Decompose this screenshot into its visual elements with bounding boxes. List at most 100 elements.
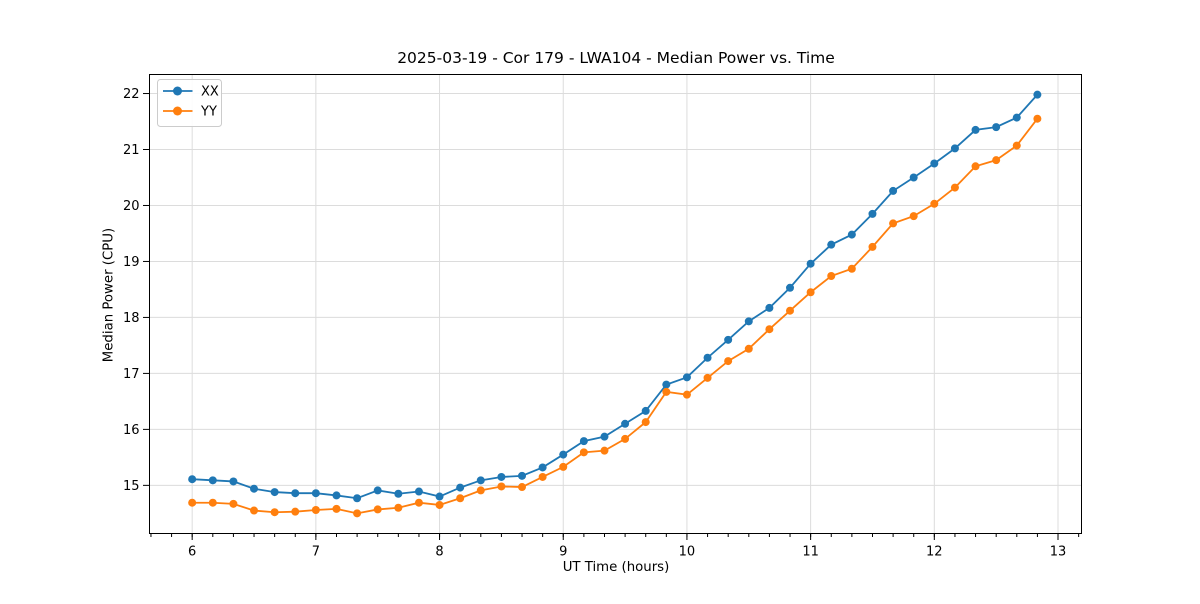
data-point-marker xyxy=(868,242,877,251)
data-point-marker xyxy=(188,498,197,507)
series-YY xyxy=(188,114,1042,518)
y-axis-label: Median Power (CPU) xyxy=(101,227,117,363)
data-point-marker xyxy=(930,199,939,208)
data-point-marker xyxy=(827,240,836,249)
legend-swatch-marker xyxy=(173,86,182,96)
y-tick-label: 21 xyxy=(123,143,140,158)
data-point-marker xyxy=(456,494,465,503)
data-point-marker xyxy=(806,259,815,268)
data-point-marker xyxy=(992,156,1001,165)
legend-label: XX xyxy=(201,85,219,100)
data-point-marker xyxy=(476,486,485,495)
data-point-marker xyxy=(621,434,630,443)
data-point-marker xyxy=(641,418,650,427)
x-tick-label: 7 xyxy=(312,545,320,560)
data-point-marker xyxy=(518,471,527,480)
data-point-marker xyxy=(703,353,712,362)
x-axis-label: UT Time (hours) xyxy=(562,560,670,575)
data-point-marker xyxy=(538,472,547,481)
grid-lines xyxy=(149,74,1082,534)
legend-item: XX xyxy=(163,85,219,100)
data-point-marker xyxy=(414,498,423,507)
data-point-marker xyxy=(332,504,341,513)
data-point-marker xyxy=(435,500,444,509)
data-point-marker xyxy=(188,475,197,484)
data-point-marker xyxy=(682,390,691,399)
data-point-marker xyxy=(641,406,650,415)
data-point-marker xyxy=(332,491,341,500)
x-tick-label: 6 xyxy=(188,545,196,560)
x-tick-label: 12 xyxy=(926,545,943,560)
data-point-marker xyxy=(1012,141,1021,150)
x-tick-label: 11 xyxy=(802,545,819,560)
data-point-marker xyxy=(662,387,671,396)
data-point-marker xyxy=(208,476,217,485)
data-point-marker xyxy=(786,283,795,292)
series-line xyxy=(192,94,1039,500)
data-point-marker xyxy=(229,499,238,508)
data-point-marker xyxy=(208,498,217,507)
data-point-marker xyxy=(765,325,774,334)
data-point-marker xyxy=(868,209,877,218)
x-tick-label: 10 xyxy=(679,545,696,560)
data-point-marker xyxy=(291,507,300,516)
data-point-marker xyxy=(497,472,506,481)
data-point-marker xyxy=(930,159,939,168)
data-point-marker xyxy=(1033,90,1042,99)
data-point-marker xyxy=(827,272,836,281)
y-tick-label: 18 xyxy=(123,311,140,326)
data-point-marker xyxy=(456,483,465,492)
data-point-marker xyxy=(950,144,959,153)
data-point-marker xyxy=(1033,114,1042,123)
x-tick-label: 8 xyxy=(435,545,443,560)
data-point-marker xyxy=(311,489,320,498)
data-point-marker xyxy=(518,483,527,492)
y-tick-label: 17 xyxy=(123,367,140,382)
data-point-marker xyxy=(847,264,856,273)
plot-border xyxy=(149,74,1082,534)
data-point-marker xyxy=(270,508,279,517)
y-axis: 15 16 17 18 19 20 21 22 xyxy=(123,87,150,494)
data-point-marker xyxy=(229,477,238,486)
chart-title: 2025-03-19 - Cor 179 - LWA104 - Median P… xyxy=(397,49,835,67)
data-point-marker xyxy=(600,432,609,441)
data-point-marker xyxy=(373,486,382,495)
data-point-marker xyxy=(703,373,712,382)
data-point-marker xyxy=(662,380,671,389)
data-point-marker xyxy=(291,489,300,498)
data-point-marker xyxy=(889,186,898,195)
data-point-marker xyxy=(724,357,733,366)
series-XX xyxy=(188,90,1042,503)
x-tick-label: 9 xyxy=(559,545,567,560)
data-point-marker xyxy=(889,219,898,228)
data-point-marker xyxy=(724,335,733,344)
data-point-marker xyxy=(579,437,588,446)
y-tick-label: 20 xyxy=(123,199,140,214)
data-point-marker xyxy=(1012,113,1021,122)
data-point-marker xyxy=(909,212,918,221)
y-tick-label: 16 xyxy=(123,423,140,438)
data-point-marker xyxy=(250,506,259,515)
legend-label: YY xyxy=(200,105,217,120)
data-point-marker xyxy=(414,487,423,496)
data-point-marker xyxy=(435,492,444,501)
data-point-marker xyxy=(806,288,815,297)
data-point-marker xyxy=(394,489,403,498)
y-tick-label: 22 xyxy=(123,87,140,102)
data-point-marker xyxy=(497,482,506,491)
data-point-marker xyxy=(847,230,856,239)
data-point-marker xyxy=(744,317,753,326)
data-point-marker xyxy=(682,373,691,382)
legend: XX YY xyxy=(157,79,222,127)
data-point-marker xyxy=(311,505,320,514)
data-point-marker xyxy=(744,344,753,353)
data-point-marker xyxy=(579,448,588,457)
data-point-marker xyxy=(476,476,485,485)
data-point-marker xyxy=(559,450,568,459)
x-tick-label: 13 xyxy=(1050,545,1067,560)
x-axis: 6 7 8 9 10 11 12 13 xyxy=(150,533,1080,560)
data-point-marker xyxy=(394,503,403,512)
data-point-marker xyxy=(992,123,1001,132)
